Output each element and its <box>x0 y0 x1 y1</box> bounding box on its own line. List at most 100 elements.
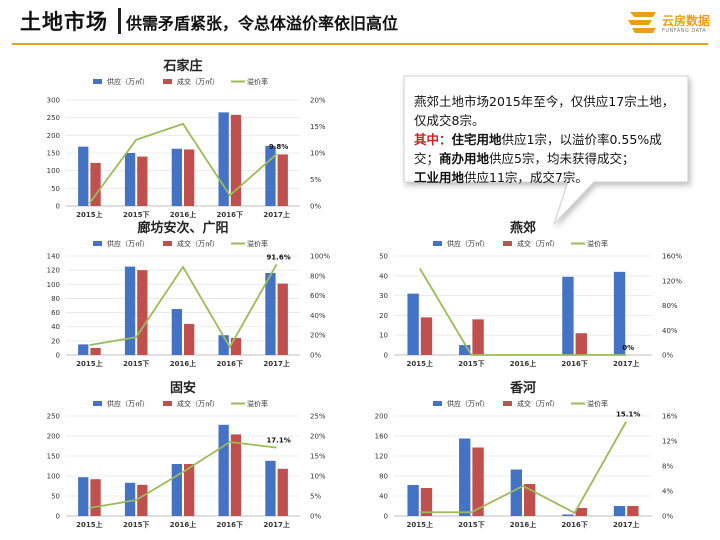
y-right-tick: 80% <box>310 272 326 280</box>
line-premium <box>89 441 277 509</box>
callout-k1: 其中： <box>414 132 452 147</box>
bar-supply <box>265 145 276 206</box>
bar-deal <box>184 464 195 516</box>
y-left-tick: 60 <box>51 309 60 317</box>
bar-deal <box>627 506 639 516</box>
y-left-tick: 200 <box>375 413 388 421</box>
y-left-tick: 0 <box>56 513 60 521</box>
chart-title: 固安 <box>170 380 196 396</box>
y-left-tick: 40 <box>51 323 60 331</box>
chart-title: 石家庄 <box>162 58 202 74</box>
legend-label-2: 溢价率 <box>247 239 268 248</box>
bar-supply <box>124 482 136 516</box>
bar-deal <box>524 484 536 516</box>
y-left-tick: 120 <box>375 453 388 461</box>
callout-k4: 工业用地 <box>414 170 465 185</box>
bar-deal <box>90 347 101 355</box>
x-tick: 2016下 <box>217 211 243 219</box>
chart-title: 香河 <box>509 380 536 396</box>
y-left-tick: 30 <box>379 292 388 300</box>
legend-label-0: 供应（万㎡） <box>447 239 489 248</box>
y-left-tick: 50 <box>51 185 60 193</box>
y-right-tick: 10% <box>310 473 326 481</box>
legend-label-0: 供应（万㎡） <box>107 77 149 86</box>
x-tick: 2016上 <box>170 520 196 529</box>
legend-swatch-1 <box>163 241 172 246</box>
y-right-tick: 40% <box>662 327 678 335</box>
bar-supply <box>265 272 276 355</box>
y-right-tick: 0% <box>662 352 673 360</box>
y-left-tick: 100 <box>47 473 60 481</box>
x-tick: 2016下 <box>217 360 243 368</box>
x-tick: 2016上 <box>510 520 536 529</box>
y-right-tick: 100% <box>310 253 330 261</box>
y-left-tick: 150 <box>47 150 60 158</box>
x-tick: 2017上 <box>263 520 289 529</box>
bar-supply <box>78 477 89 516</box>
legend-swatch-0 <box>93 241 102 246</box>
bar-deal <box>277 154 288 206</box>
bar-supply <box>459 345 471 355</box>
y-right-tick: 15% <box>310 123 326 131</box>
bar-deal <box>575 333 587 355</box>
callout-line1: 燕郊土地市场2015年至今，仅供应17宗土地，仅成交8宗。 <box>414 94 675 128</box>
x-tick: 2016下 <box>217 521 243 529</box>
x-tick: 2016上 <box>510 359 536 368</box>
y-right-tick: 20% <box>310 332 326 340</box>
legend-swatch-1 <box>163 401 172 406</box>
y-left-tick: 300 <box>47 97 60 105</box>
y-left-tick: 50 <box>51 493 60 501</box>
x-tick: 2017上 <box>263 210 289 219</box>
bar-deal <box>90 479 101 516</box>
legend-swatch-0 <box>433 241 442 246</box>
legend-label-1: 成交（万㎡） <box>177 399 219 408</box>
line-premium <box>419 421 627 515</box>
bar-supply <box>265 460 276 516</box>
bar-supply <box>562 276 574 355</box>
data-label: 15.1% <box>616 411 640 419</box>
y-right-tick: 10% <box>310 150 326 158</box>
y-left-tick: 120 <box>47 267 60 275</box>
x-tick: 2015上 <box>76 520 102 529</box>
callout-t4: 供应11宗，成交7宗。 <box>464 170 588 185</box>
bar-deal <box>472 447 484 516</box>
x-tick: 2017上 <box>613 359 639 368</box>
line-premium <box>88 122 278 204</box>
bar-deal <box>137 156 148 206</box>
y-right-tick: 8% <box>662 463 673 471</box>
x-tick: 2015下 <box>458 360 484 368</box>
x-tick: 2016上 <box>170 359 196 368</box>
y-left-tick: 80 <box>379 473 388 481</box>
legend-label-2: 溢价率 <box>587 239 608 248</box>
bar-deal <box>137 270 148 355</box>
y-left-tick: 140 <box>47 253 60 261</box>
x-tick: 2017上 <box>613 520 639 529</box>
legend-swatch-0 <box>433 401 442 406</box>
line-premium <box>419 267 627 356</box>
y-left-tick: 0 <box>56 203 60 211</box>
x-tick: 2015上 <box>76 210 102 219</box>
x-tick: 2015上 <box>407 359 433 368</box>
legend-swatch-1 <box>503 401 512 406</box>
bar-supply <box>78 344 89 355</box>
x-tick: 2015上 <box>407 520 433 529</box>
bar-deal <box>184 149 195 206</box>
x-tick: 2015下 <box>123 211 149 219</box>
y-right-tick: 40% <box>310 312 326 320</box>
y-left-tick: 250 <box>47 413 60 421</box>
y-left-tick: 40 <box>379 272 388 280</box>
bar-supply <box>459 438 471 516</box>
x-tick: 2016上 <box>170 210 196 219</box>
y-left-tick: 40 <box>379 493 388 501</box>
callout-t2: 供应1宗，以溢价率0.55%成交； <box>414 132 662 166</box>
title-separator <box>118 8 121 34</box>
data-label: 0% <box>622 344 634 352</box>
y-left-tick: 200 <box>47 132 60 140</box>
legend-swatch-0 <box>93 79 102 84</box>
x-tick: 2017上 <box>263 359 289 368</box>
bar-deal <box>575 508 587 516</box>
y-right-tick: 0% <box>310 203 321 211</box>
y-left-tick: 20 <box>379 312 388 320</box>
